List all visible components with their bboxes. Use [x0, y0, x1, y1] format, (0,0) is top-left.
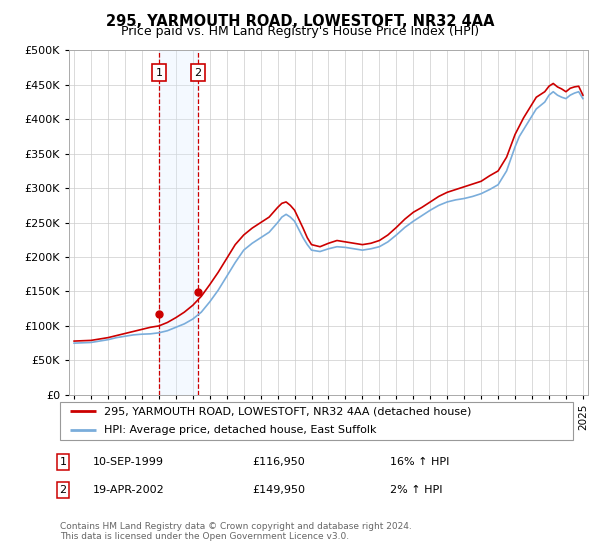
Text: 1: 1 [59, 457, 67, 467]
Text: 2% ↑ HPI: 2% ↑ HPI [390, 485, 443, 495]
Bar [159, 50, 198, 395]
Text: 295, YARMOUTH ROAD, LOWESTOFT, NR32 4AA: 295, YARMOUTH ROAD, LOWESTOFT, NR32 4AA [106, 14, 494, 29]
Text: HPI: Average price, detached house, East Suffolk: HPI: Average price, detached house, East… [104, 425, 376, 435]
Text: 295, YARMOUTH ROAD, LOWESTOFT, NR32 4AA (detached house): 295, YARMOUTH ROAD, LOWESTOFT, NR32 4AA … [104, 406, 471, 416]
Text: 1: 1 [155, 68, 163, 78]
Text: 2: 2 [59, 485, 67, 495]
Text: 10-SEP-1999: 10-SEP-1999 [93, 457, 164, 467]
Text: Price paid vs. HM Land Registry's House Price Index (HPI): Price paid vs. HM Land Registry's House … [121, 25, 479, 38]
Text: 2: 2 [194, 68, 202, 78]
Text: £149,950: £149,950 [252, 485, 305, 495]
FancyBboxPatch shape [60, 402, 573, 440]
Text: 19-APR-2002: 19-APR-2002 [93, 485, 165, 495]
Text: Contains HM Land Registry data © Crown copyright and database right 2024.
This d: Contains HM Land Registry data © Crown c… [60, 522, 412, 542]
Text: £116,950: £116,950 [252, 457, 305, 467]
Text: 16% ↑ HPI: 16% ↑ HPI [390, 457, 449, 467]
